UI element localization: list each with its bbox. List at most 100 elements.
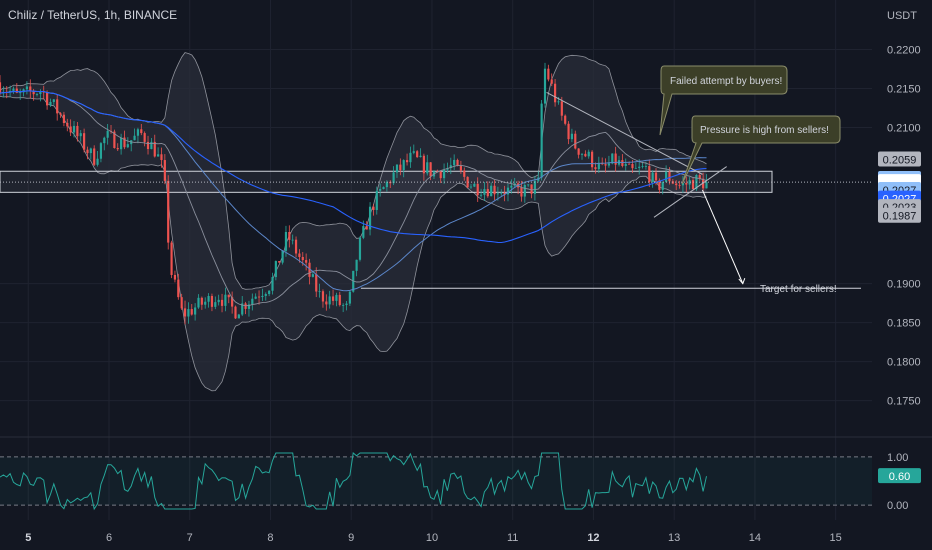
candle-body — [493, 185, 496, 195]
time-axis[interactable]: 5 6 7 8 9 10 11 12 13 14 15 — [25, 532, 842, 544]
candle-body — [634, 167, 637, 169]
candle-body — [264, 294, 267, 296]
candle-body — [611, 153, 614, 164]
candle-body — [490, 185, 493, 197]
candle-body — [422, 155, 425, 174]
band-upper — [0, 52, 707, 290]
candle-body — [688, 180, 691, 185]
candle-body — [170, 242, 173, 275]
candle-body — [345, 303, 348, 305]
candle-body — [409, 152, 412, 163]
candle-body — [251, 298, 254, 305]
chart-title: Chiliz / TetherUS, 1h, BINANCE — [8, 8, 177, 22]
candle-body — [231, 297, 234, 307]
candle-body — [59, 113, 62, 115]
currency-label: USDT — [887, 10, 917, 22]
candle-body — [479, 194, 483, 196]
candle-body — [268, 290, 271, 295]
candle-body — [247, 304, 251, 309]
osc-band-fill — [0, 456, 872, 506]
price-axis[interactable]: 0.2200 0.2150 0.2100 0.1900 0.1850 0.1800 0.17… — [878, 45, 921, 513]
candle-body — [163, 160, 166, 181]
candle-body — [675, 183, 678, 186]
candle-body — [284, 231, 288, 251]
candle-body — [160, 154, 163, 161]
candle-body — [305, 260, 308, 263]
candle-body — [183, 308, 187, 317]
annotation-failed: Failed attempt by buyers! — [659, 65, 788, 136]
candle-body — [338, 294, 341, 306]
candle-body — [261, 295, 264, 298]
candle-body — [405, 160, 409, 163]
candle-body — [146, 141, 150, 150]
drawings — [0, 91, 872, 289]
candle-body — [257, 296, 261, 298]
candle-body — [325, 301, 328, 305]
price-tick-label: 0.1750 — [887, 396, 921, 408]
annotation-target-text: Target for sellers! — [760, 284, 837, 295]
candle-body — [553, 83, 557, 103]
candle-body — [274, 261, 277, 278]
candle-body — [241, 303, 244, 315]
moving-averages — [0, 90, 707, 307]
candle-body — [580, 153, 584, 155]
candle-body — [197, 297, 200, 308]
candle-body — [126, 144, 129, 148]
time-tick-label: 7 — [187, 532, 193, 544]
price-label-box — [878, 207, 921, 223]
candle-body — [39, 91, 42, 95]
candle-body — [83, 133, 86, 150]
candle-body — [321, 291, 325, 302]
candle-body — [607, 163, 611, 166]
price-label-text: 0.1987 — [883, 211, 917, 223]
candle-body — [483, 189, 486, 195]
candle-body — [638, 166, 641, 168]
candle-body — [150, 141, 153, 150]
candle-body — [476, 183, 479, 196]
candle-body — [570, 133, 574, 140]
candle-body — [372, 206, 375, 210]
annotation-pressure-text: Pressure is high from sellers! — [700, 125, 829, 136]
candle-body — [533, 180, 537, 194]
candle-body — [190, 309, 193, 315]
candle-body — [301, 256, 304, 261]
candle-body — [449, 165, 452, 169]
candle-body — [46, 92, 49, 106]
candle-body — [113, 131, 116, 149]
candle-body — [426, 162, 429, 174]
candle-body — [614, 153, 617, 165]
candle-body — [103, 137, 106, 144]
candle-body — [271, 277, 274, 291]
price-tick-label: 0.1900 — [887, 279, 921, 291]
candle-body — [705, 182, 708, 189]
candle-body — [691, 180, 695, 190]
ascending-trendline — [653, 166, 727, 218]
candle-body — [560, 101, 563, 116]
candle-body — [294, 239, 298, 254]
time-tick-label: 15 — [830, 532, 842, 544]
candle-body — [466, 176, 469, 188]
candle-body — [106, 130, 109, 138]
candle-body — [591, 151, 594, 168]
candle-body — [315, 274, 318, 292]
candle-body — [463, 170, 466, 177]
candle-body — [204, 301, 207, 305]
candle-body — [210, 295, 214, 307]
candle-body — [543, 68, 547, 104]
candle-body — [412, 151, 415, 153]
candle-body — [503, 192, 506, 195]
candle-body — [167, 180, 170, 243]
candle-body — [52, 99, 55, 102]
candle-body — [459, 165, 462, 171]
candle-body — [550, 79, 553, 84]
candle-body — [318, 291, 321, 293]
candle-body — [291, 239, 294, 241]
candle-body — [76, 125, 79, 137]
candle-body — [597, 162, 600, 170]
candle-body — [331, 296, 335, 301]
candle-body — [358, 237, 362, 260]
candle-body — [227, 294, 230, 298]
osc-last-text: 0.60 — [889, 471, 910, 483]
candle-body — [641, 166, 644, 168]
